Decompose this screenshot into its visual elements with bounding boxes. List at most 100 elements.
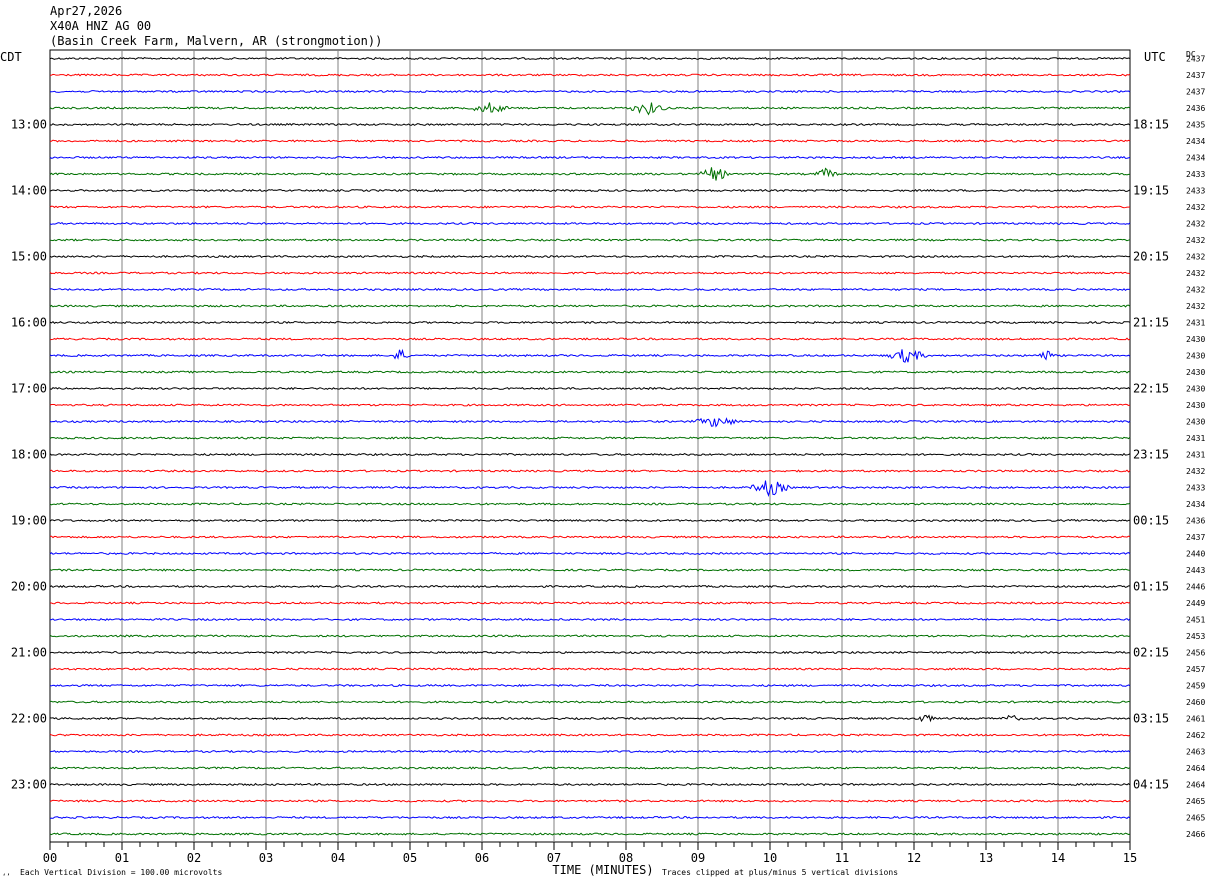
seismic-trace [49, 304, 1131, 308]
x-tick-label: 12 [907, 851, 921, 865]
vertical-scale-note: Each Vertical Division = 100.00 microvol… [20, 868, 222, 877]
seismic-trace [49, 337, 1131, 341]
dc-value: 2432 [1186, 220, 1205, 229]
x-tick-label: 00 [43, 851, 57, 865]
dc-value: 2432 [1186, 467, 1205, 476]
seismic-trace [49, 155, 1131, 160]
dc-value: 2434 [1186, 137, 1205, 146]
seismic-trace [49, 782, 1131, 787]
utc-label: UTC [1144, 50, 1166, 64]
dc-value: 2431 [1186, 319, 1205, 328]
x-tick-label: 09 [691, 851, 705, 865]
dc-value: 2464 [1186, 764, 1205, 773]
seismic-trace [49, 733, 1131, 737]
dc-value: 2432 [1186, 253, 1205, 262]
seismic-trace [49, 417, 1131, 428]
right-time-label: 01:15 [1133, 580, 1169, 594]
x-tick-label: 05 [403, 851, 417, 865]
header-date: Apr27,2026 [50, 4, 123, 18]
plot-frame [49, 49, 1131, 843]
x-tick-label: 01 [115, 851, 129, 865]
dc-value: 2430 [1186, 352, 1205, 361]
seismic-trace [49, 386, 1131, 391]
seismic-trace [49, 89, 1131, 94]
seismic-trace [49, 348, 1131, 363]
dc-value: 2433 [1186, 187, 1205, 196]
seismic-trace [49, 700, 1131, 704]
seismic-trace [49, 749, 1131, 754]
seismic-trace [49, 271, 1131, 275]
left-time-label: 18:00 [11, 448, 47, 462]
right-time-label: 22:15 [1133, 382, 1169, 396]
dc-value: 2449 [1186, 599, 1205, 608]
header-location: (Basin Creek Farm, Malvern, AR (strongmo… [50, 34, 383, 48]
seismic-trace [49, 403, 1131, 407]
x-tick-label: 15 [1123, 851, 1137, 865]
seismic-trace [49, 667, 1131, 671]
left-time-label: 20:00 [11, 580, 47, 594]
seismic-trace [49, 480, 1131, 498]
left-time-label: 21:00 [11, 646, 47, 660]
dc-value: 2432 [1186, 236, 1205, 245]
right-time-label: 21:15 [1133, 316, 1169, 330]
right-time-label: 03:15 [1133, 712, 1169, 726]
seismic-trace [49, 568, 1131, 572]
x-tick-label: 07 [547, 851, 561, 865]
seismic-trace [49, 617, 1131, 622]
dc-value: 2437 [1186, 88, 1205, 97]
seismic-trace [49, 254, 1131, 259]
dc-value: 2436 [1186, 104, 1205, 113]
right-time-label: 00:15 [1133, 514, 1169, 528]
left-time-label: 16:00 [11, 316, 47, 330]
x-tick-label: 02 [187, 851, 201, 865]
seismic-trace [49, 122, 1131, 127]
dc-value: 2430 [1186, 418, 1205, 427]
dc-value: 2432 [1186, 302, 1205, 311]
dc-value: 2434 [1186, 500, 1205, 509]
dc-value: 2432 [1186, 203, 1205, 212]
x-tick-label: 11 [835, 851, 849, 865]
seismic-trace [49, 832, 1131, 836]
left-time-label: 15:00 [11, 250, 47, 264]
seismic-trace [49, 551, 1131, 556]
axis-labels: 00 01 02 03 04 05 06 07 08 09 10 11 12 13 14 15 TIME (MI… [0, 50, 1205, 881]
seismic-trace [49, 634, 1131, 638]
right-time-label: 02:15 [1133, 646, 1169, 660]
seismic-trace [49, 815, 1131, 820]
left-time-label: 13:00 [11, 118, 47, 132]
left-time-label: 14:00 [11, 184, 47, 198]
left-time-label: 19:00 [11, 514, 47, 528]
x-tick-label: 08 [619, 851, 633, 865]
x-tick-label: 13 [979, 851, 993, 865]
dc-value: 2460 [1186, 698, 1205, 707]
right-time-label: 23:15 [1133, 448, 1169, 462]
seismic-trace [49, 535, 1131, 539]
dc-value: 2436 [1186, 517, 1205, 526]
dc-value: 2446 [1186, 583, 1205, 592]
dc-value: 2434 [1186, 154, 1205, 163]
x-tick-label: 03 [259, 851, 273, 865]
dc-value: 2463 [1186, 748, 1205, 757]
left-time-label: 17:00 [11, 382, 47, 396]
seismic-trace [49, 139, 1131, 143]
dc-value: 2435 [1186, 121, 1205, 130]
dc-value: 2431 [1186, 434, 1205, 443]
seismic-trace [49, 56, 1131, 61]
dc-value: 2437 [1186, 55, 1205, 64]
seismic-trace [49, 370, 1131, 374]
dc-value: 2437 [1186, 71, 1205, 80]
trace-group [49, 56, 1131, 836]
seismic-trace [49, 714, 1131, 723]
seismic-trace [49, 102, 1131, 116]
dc-value: 2457 [1186, 665, 1205, 674]
seismic-trace [49, 601, 1131, 605]
dc-value: 2466 [1186, 830, 1205, 839]
dc-value: 2430 [1186, 401, 1205, 410]
dc-value: 2433 [1186, 484, 1205, 493]
seismic-trace [49, 238, 1131, 242]
dc-value: 2437 [1186, 533, 1205, 542]
header-station: X40A HNZ AG 00 [50, 19, 152, 33]
dc-value: 2430 [1186, 335, 1205, 344]
x-tick-label: 04 [331, 851, 345, 865]
